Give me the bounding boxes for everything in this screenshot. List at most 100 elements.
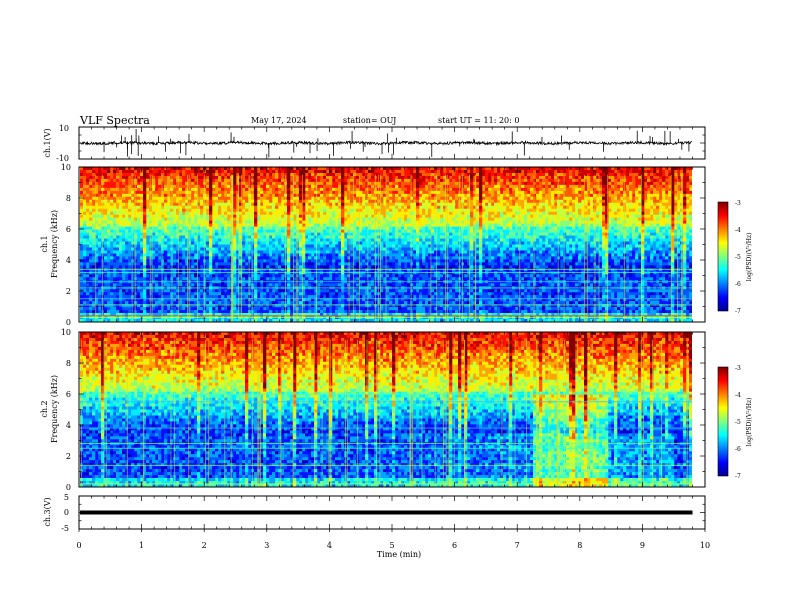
spectrogram-cells — [104, 376, 675, 380]
spectrogram-cells — [101, 379, 396, 383]
spectrogram-cells — [101, 361, 396, 366]
spectrogram-cells — [263, 466, 642, 470]
spectrogram-cells — [209, 253, 213, 257]
spectrogram-cells — [101, 376, 588, 380]
spectrogram-cells — [80, 244, 666, 248]
spectrogram-cells — [86, 451, 681, 455]
spectrogram-cells — [572, 409, 576, 413]
spectrogram-cells — [98, 454, 675, 458]
spectrogram-cells — [86, 340, 693, 345]
spectrogram-cells — [92, 226, 693, 230]
xtick-10: 10 — [700, 541, 710, 550]
spectrogram-cells — [671, 247, 675, 251]
ch1-waveform-trace — [79, 129, 692, 158]
spectrogram-cells — [113, 421, 684, 425]
spectrogram-cells — [101, 352, 693, 357]
spectrogram-cells — [80, 364, 684, 369]
spectrogram-cells — [92, 391, 672, 395]
spectrogram-cells — [563, 481, 609, 485]
spectrogram-cells — [89, 472, 693, 476]
spectrogram-cells — [392, 433, 687, 437]
spectrogram-cells — [671, 244, 675, 248]
xtick-2: 2 — [202, 541, 207, 550]
xtick-9: 9 — [640, 541, 645, 550]
spectrogram-cells — [197, 472, 672, 476]
spectrogram-cells — [89, 175, 690, 180]
spectrogram-cells — [245, 466, 672, 470]
spectrogram-cells — [83, 478, 690, 482]
spectrogram-cells — [569, 454, 576, 458]
spectrogram-cells — [593, 469, 600, 473]
ch1-colorbar-tick-m6: -6 — [735, 281, 741, 288]
spectrogram-cells — [83, 214, 684, 218]
spectrogram-cells — [86, 332, 684, 336]
spectrogram-cells — [197, 418, 693, 422]
ch1-spectrogram-image — [80, 167, 705, 323]
spectrogram-cells — [569, 430, 588, 434]
spectrogram-cells — [83, 463, 690, 467]
spectrogram-cells — [101, 349, 693, 354]
spectrogram-cells — [263, 361, 693, 366]
spectrogram-cells — [101, 484, 672, 488]
spectrogram-cells — [89, 352, 666, 357]
spectrogram-cells — [584, 448, 588, 452]
spectrogram-cells — [92, 244, 684, 248]
spectrogram-cells — [92, 385, 690, 389]
spectrogram-cells — [83, 334, 681, 339]
spectrogram-cells — [86, 214, 678, 218]
spectrogram-cells — [149, 187, 690, 192]
ch2-spectrogram-ticks — [78, 331, 706, 488]
spectrogram-cells — [86, 292, 693, 296]
spectrogram-cells — [116, 301, 597, 305]
spectrogram-cells — [83, 167, 693, 171]
ch1-spec-ytick-4: 4 — [66, 256, 71, 265]
spectrogram-cells — [584, 460, 588, 464]
spectrogram-cells — [253, 316, 687, 320]
spectrogram-cells — [80, 268, 678, 272]
spectrogram-cells — [329, 406, 618, 410]
spectrogram-cells — [569, 415, 573, 419]
spectrogram-cells — [143, 271, 258, 275]
spectrogram-cells — [83, 382, 681, 386]
ch1-colorbar — [717, 201, 729, 312]
spectrogram-cells — [569, 394, 573, 398]
spectrogram-cells — [98, 346, 693, 351]
spectrogram-cells — [569, 400, 588, 404]
spectrogram-cells — [164, 250, 660, 254]
spectrogram-cells — [137, 295, 666, 299]
ch2-spectrogram-image — [80, 332, 705, 488]
spectrogram-cells — [569, 397, 573, 401]
spectrogram-cells — [80, 334, 684, 339]
spectrogram-cells — [80, 463, 684, 467]
spectrogram-cells — [86, 376, 681, 380]
spectrogram-cells — [83, 178, 693, 183]
spectrogram-cells — [83, 433, 639, 437]
spectrogram-cells — [86, 175, 669, 180]
spectrogram-cells — [539, 466, 594, 470]
spectrogram-cells — [533, 454, 606, 458]
ch1-spec-ylabel-channel: ch.1 — [40, 235, 49, 252]
spectrogram-cells — [80, 307, 675, 311]
spectrogram-cells — [245, 421, 687, 425]
spectrogram-cells — [83, 484, 690, 488]
spectrogram-cells — [86, 367, 684, 372]
spectrogram-cells — [80, 409, 684, 413]
ch1-colorbar-tick-m4: -4 — [735, 227, 741, 234]
spectrogram-cells — [83, 430, 684, 434]
spectrogram-cells — [245, 409, 687, 413]
ch1-spectrogram-panel: 0 2 4 6 8 10 ch.1 Frequency (kHz) -3 -4 … — [40, 163, 753, 327]
spectrogram-cells — [92, 247, 690, 251]
spectrogram-cells — [80, 406, 690, 410]
spectrogram-cells — [143, 223, 609, 227]
spectrogram-cells — [533, 439, 609, 443]
spectrogram-cells — [113, 460, 693, 464]
spectrogram-cells — [251, 181, 687, 186]
spectrogram-cells — [245, 373, 687, 378]
spectrogram-cells — [104, 418, 678, 422]
spectrogram-cells — [98, 457, 693, 461]
spectrogram-cells — [569, 424, 576, 428]
ch2-spec-ytick-10: 10 — [61, 328, 71, 337]
spectrogram-cells — [83, 439, 690, 443]
ch2-spec-ytick-0: 0 — [66, 483, 71, 492]
spectrogram-cells — [92, 439, 693, 443]
